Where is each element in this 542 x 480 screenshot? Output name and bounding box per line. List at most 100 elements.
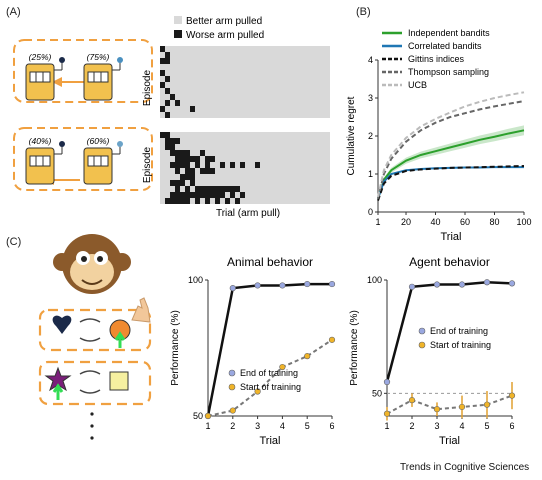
y-tick-label: 100 (188, 275, 203, 285)
raster-cell-worse (160, 46, 165, 52)
raster-cell-worse (205, 156, 210, 162)
raster-cell-worse (180, 174, 185, 180)
raster-cell-worse (195, 192, 200, 198)
raster-cell-worse (195, 198, 200, 204)
raster-cell-worse (185, 174, 190, 180)
raster-cell-worse (165, 198, 170, 204)
agent-behavior-chart: 1 2 3 4 5 6 50 100 Trial Performance (%) Agent beh… (349, 255, 516, 447)
raster-cell-worse (165, 144, 170, 150)
raster-cell-worse (205, 198, 210, 204)
y-tick-label: 50 (193, 411, 203, 421)
x-tick-label: 60 (460, 217, 470, 227)
data-point (304, 280, 311, 288)
legend-swatch-better (174, 16, 182, 24)
cursor-arrow-icon (52, 383, 64, 400)
raster-cell-worse (185, 168, 190, 174)
panel-b-label: (B) (356, 6, 371, 18)
raster-cell-worse (220, 192, 225, 198)
data-point (483, 401, 491, 408)
x-tick-label: 80 (489, 217, 499, 227)
y-axis-label: Performance (%) (170, 310, 181, 386)
raster-cell-worse (180, 198, 185, 204)
legend-label: Start of training (240, 382, 301, 392)
raster-cell-worse (160, 106, 165, 112)
x-tick-label: 4 (280, 421, 285, 431)
x-tick-label: 1 (205, 421, 210, 431)
raster-cell-worse (205, 168, 210, 174)
data-point (279, 363, 286, 371)
x-tick-label: 3 (255, 421, 260, 431)
data-point (433, 281, 441, 288)
raster-cell-worse (185, 198, 190, 204)
raster-cell-worse (205, 192, 210, 198)
data-point (254, 282, 261, 289)
raster-cell-worse (200, 186, 205, 192)
raster-cell-worse (190, 180, 195, 186)
data-point (229, 285, 236, 292)
series-line (377, 166, 524, 200)
data-point (204, 412, 212, 420)
swap-arrow-icon (79, 318, 101, 323)
raster-cell-worse (175, 180, 180, 186)
raster-cell-worse (170, 144, 175, 150)
data-point (328, 336, 336, 343)
square-icon (109, 371, 129, 391)
y-tick-label: 50 (372, 388, 382, 398)
chart-title: Animal behavior (227, 255, 313, 269)
raster-xlabel: Trial (arm pull) (216, 208, 280, 219)
raster-cell-worse (240, 162, 245, 168)
legend-marker (228, 369, 236, 377)
raster-cell-worse (230, 162, 235, 168)
slot-machine-icon (83, 141, 123, 185)
raster-cell-worse (185, 150, 190, 156)
chart-title: Agent behavior (409, 255, 490, 269)
data-point (304, 353, 311, 360)
raster-cell-worse (205, 162, 210, 168)
bandit-box-bottom (13, 127, 153, 191)
raster-cell-worse (175, 100, 180, 106)
legend-label: End of training (430, 326, 488, 336)
raster-cell-worse (175, 186, 180, 192)
episode-raster (160, 46, 330, 204)
raster-cell-worse (215, 186, 220, 192)
series-line (377, 129, 525, 199)
legend-label: UCB (408, 80, 427, 90)
raster-cell-worse (170, 162, 175, 168)
data-point (254, 388, 261, 395)
raster-ylabel-top: Episode (142, 69, 153, 106)
raster-cell-worse (235, 186, 240, 192)
raster-cell-worse (170, 138, 175, 144)
legend-swatch-worse (174, 30, 182, 38)
raster-cell-worse (175, 150, 180, 156)
data-point (383, 378, 391, 386)
raster-cell-worse (185, 162, 190, 168)
series-band (378, 125, 524, 200)
legend-marker (228, 383, 236, 391)
raster-cell-worse (190, 168, 195, 174)
raster-cell-worse (180, 192, 185, 198)
raster-cell-worse (180, 150, 185, 156)
raster-cell-worse (190, 192, 195, 198)
y-tick-label: 2 (368, 131, 373, 141)
x-tick-label: 2 (230, 421, 235, 431)
raster-cell-worse (165, 100, 170, 106)
data-point (279, 282, 286, 289)
series-line (385, 281, 513, 383)
legend-marker (418, 327, 426, 335)
raster-cell-worse (220, 186, 225, 192)
legend-label: Gittins indices (408, 54, 465, 64)
series-line (377, 165, 525, 201)
arrow-left-icon (52, 77, 62, 87)
raster-cell-worse (160, 70, 165, 76)
raster-cell-worse (165, 58, 170, 64)
raster-cell-worse (210, 186, 215, 192)
raster-cell-worse (185, 192, 190, 198)
x-axis-label: Trial (260, 435, 281, 447)
raster-cell-worse (205, 186, 210, 192)
raster-cell-worse (170, 150, 175, 156)
raster-ylabel-bottom: Episode (142, 146, 153, 183)
slot-machine-icon (25, 57, 65, 101)
series-line (377, 100, 525, 199)
task-box-bottom (38, 360, 152, 406)
raster-cell-worse (190, 174, 195, 180)
